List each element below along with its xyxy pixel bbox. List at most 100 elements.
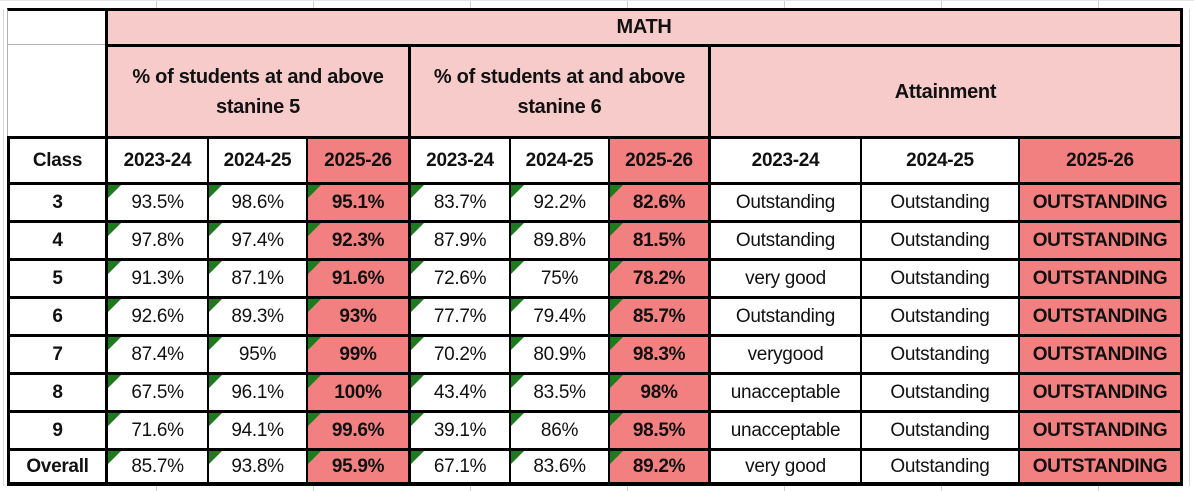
cell-attainment-y1[interactable]: unacceptable: [708, 410, 860, 448]
year-header-s6-2023[interactable]: 2023-24: [408, 136, 509, 182]
cell-attainment-y3[interactable]: OUTSTANDING: [1018, 296, 1183, 334]
cell-percent-s5-y2[interactable]: 95%: [207, 334, 306, 372]
cell-class[interactable]: Overall: [7, 448, 105, 486]
cell-attainment-y1[interactable]: very good: [708, 448, 860, 486]
cell-percent-s5-y3[interactable]: 95.1%: [306, 182, 408, 220]
cell-percent-s6-y1[interactable]: 43.4%: [408, 372, 509, 410]
cell-class[interactable]: 5: [7, 258, 105, 296]
group-header-stanine5[interactable]: % of students at and above stanine 5: [105, 44, 408, 136]
cell-class-value: Overall: [26, 455, 89, 477]
cell-percent-s6-y2[interactable]: 79.4%: [509, 296, 608, 334]
year-header-s5-2025[interactable]: 2025-26: [306, 136, 408, 182]
cell-attainment-y1[interactable]: Outstanding: [708, 220, 860, 258]
cell-percent-s5-y3[interactable]: 93%: [306, 296, 408, 334]
cell-percent-s6-y2[interactable]: 75%: [509, 258, 608, 296]
year-header-label: 2025-26: [324, 149, 392, 171]
cell-percent-s5-y3[interactable]: 95.9%: [306, 448, 408, 486]
cell-percent-s5-y2[interactable]: 87.1%: [207, 258, 306, 296]
cell-percent-s6-y1[interactable]: 39.1%: [408, 410, 509, 448]
cell-percent-s6-y2[interactable]: 89.8%: [509, 220, 608, 258]
cell-percent-s5-y2[interactable]: 97.4%: [207, 220, 306, 258]
cell-percent-s5-y1[interactable]: 92.6%: [105, 296, 207, 334]
cell-percent-s6-y2[interactable]: 86%: [509, 410, 608, 448]
year-header-label: 2024-25: [223, 149, 292, 171]
cell-class[interactable]: 6: [7, 296, 105, 334]
corner-cell-2[interactable]: [7, 44, 105, 136]
cell-percent-s5-y1[interactable]: 85.7%: [105, 448, 207, 486]
year-header-s6-2024[interactable]: 2024-25: [509, 136, 608, 182]
cell-percent-s6-y1[interactable]: 70.2%: [408, 334, 509, 372]
cell-percent-s5-y3[interactable]: 92.3%: [306, 220, 408, 258]
table-title-cell[interactable]: MATH: [105, 8, 1183, 44]
cell-percent-s5-y1[interactable]: 67.5%: [105, 372, 207, 410]
cell-attainment-y3[interactable]: OUTSTANDING: [1018, 258, 1183, 296]
group-header-stanine6[interactable]: % of students at and above stanine 6: [408, 44, 708, 136]
cell-attainment-y3[interactable]: OUTSTANDING: [1018, 372, 1183, 410]
cell-percent-s6-y3[interactable]: 98.5%: [608, 410, 708, 448]
cell-percent-s5-y2[interactable]: 94.1%: [207, 410, 306, 448]
cell-attainment-y1[interactable]: Outstanding: [708, 182, 860, 220]
cell-attainment-y2[interactable]: Outstanding: [860, 372, 1018, 410]
cell-attainment-y2[interactable]: Outstanding: [860, 296, 1018, 334]
group-header-attainment[interactable]: Attainment: [708, 44, 1183, 136]
cell-percent-s6-y3[interactable]: 98.3%: [608, 334, 708, 372]
cell-class[interactable]: 7: [7, 334, 105, 372]
cell-percent-s6-y3[interactable]: 82.6%: [608, 182, 708, 220]
cell-attainment-y3[interactable]: OUTSTANDING: [1018, 220, 1183, 258]
cell-percent-s6-y3[interactable]: 98%: [608, 372, 708, 410]
cell-percent-s5-y2[interactable]: 89.3%: [207, 296, 306, 334]
cell-percent-s6-y1[interactable]: 72.6%: [408, 258, 509, 296]
cell-percent-s6-y1[interactable]: 87.9%: [408, 220, 509, 258]
cell-attainment-y2[interactable]: Outstanding: [860, 182, 1018, 220]
year-header-s5-2024[interactable]: 2024-25: [207, 136, 306, 182]
cell-attainment-y3[interactable]: OUTSTANDING: [1018, 448, 1183, 486]
year-header-att-2025[interactable]: 2025-26: [1018, 136, 1183, 182]
cell-attainment-y3[interactable]: OUTSTANDING: [1018, 182, 1183, 220]
cell-class[interactable]: 9: [7, 410, 105, 448]
cell-attainment-y3[interactable]: OUTSTANDING: [1018, 334, 1183, 372]
cell-percent-s5-y1[interactable]: 71.6%: [105, 410, 207, 448]
cell-percent-s5-y3[interactable]: 99.6%: [306, 410, 408, 448]
cell-percent-s6-y1[interactable]: 67.1%: [408, 448, 509, 486]
cell-percent-s5-y3[interactable]: 99%: [306, 334, 408, 372]
year-header-s6-2025[interactable]: 2025-26: [608, 136, 708, 182]
cell-class[interactable]: 4: [7, 220, 105, 258]
cell-percent-s5-y2[interactable]: 96.1%: [207, 372, 306, 410]
cell-percent-s6-y2[interactable]: 83.6%: [509, 448, 608, 486]
cell-percent-s5-y1[interactable]: 97.8%: [105, 220, 207, 258]
cell-class[interactable]: 8: [7, 372, 105, 410]
cell-attainment-y2[interactable]: Outstanding: [860, 334, 1018, 372]
cell-percent-s6-y3[interactable]: 85.7%: [608, 296, 708, 334]
cell-percent-s6-y3[interactable]: 89.2%: [608, 448, 708, 486]
cell-percent-s6-y1[interactable]: 77.7%: [408, 296, 509, 334]
cell-attainment-y1[interactable]: very good: [708, 258, 860, 296]
class-column-header[interactable]: Class: [7, 136, 105, 182]
cell-attainment-y2[interactable]: Outstanding: [860, 410, 1018, 448]
cell-attainment-y2[interactable]: Outstanding: [860, 448, 1018, 486]
cell-percent-s5-y3[interactable]: 91.6%: [306, 258, 408, 296]
cell-attainment-y3[interactable]: OUTSTANDING: [1018, 410, 1183, 448]
cell-percent-s5-y1[interactable]: 91.3%: [105, 258, 207, 296]
cell-percent-s5-y3[interactable]: 100%: [306, 372, 408, 410]
cell-percent-s5-y1[interactable]: 87.4%: [105, 334, 207, 372]
cell-percent-s5-y2[interactable]: 93.8%: [207, 448, 306, 486]
cell-percent-s6-y2[interactable]: 83.5%: [509, 372, 608, 410]
year-header-att-2024[interactable]: 2024-25: [860, 136, 1018, 182]
cell-percent-s5-y2[interactable]: 98.6%: [207, 182, 306, 220]
cell-percent-s6-y3[interactable]: 78.2%: [608, 258, 708, 296]
cell-percent-s6-y2[interactable]: 92.2%: [509, 182, 608, 220]
cell-attainment-y2[interactable]: Outstanding: [860, 258, 1018, 296]
cell-class[interactable]: 3: [7, 182, 105, 220]
cell-percent-s6-y2[interactable]: 80.9%: [509, 334, 608, 372]
cell-attainment-y1[interactable]: verygood: [708, 334, 860, 372]
year-header-s5-2023[interactable]: 2023-24: [105, 136, 207, 182]
cell-attainment-y1[interactable]: Outstanding: [708, 296, 860, 334]
cell-attainment-y2[interactable]: Outstanding: [860, 220, 1018, 258]
cell-percent-s5-y1[interactable]: 93.5%: [105, 182, 207, 220]
cell-attainment-y1[interactable]: unacceptable: [708, 372, 860, 410]
corner-cell[interactable]: [7, 8, 105, 44]
cell-percent-s6-y1[interactable]: 83.7%: [408, 182, 509, 220]
cell-percent-s5-y2-value: 95%: [238, 343, 277, 365]
year-header-att-2023[interactable]: 2023-24: [708, 136, 860, 182]
cell-percent-s6-y3[interactable]: 81.5%: [608, 220, 708, 258]
